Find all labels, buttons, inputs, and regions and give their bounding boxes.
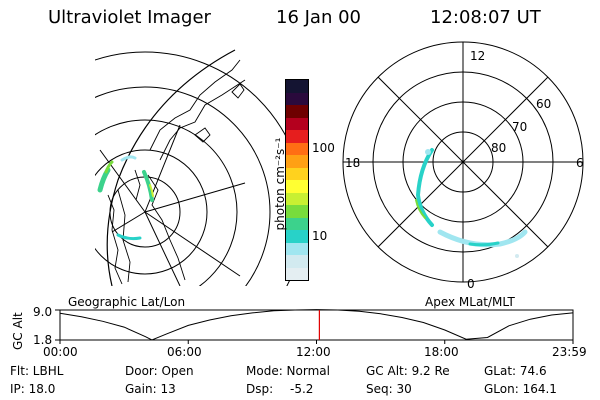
colorbar-swatch-13 — [286, 242, 308, 255]
ip-status: IP: 18.0 — [10, 382, 56, 396]
colorbar-swatch-14 — [286, 255, 308, 268]
aurora-emission-geo — [97, 155, 154, 241]
xtick-label-2359: 23:59 — [552, 345, 587, 359]
dsp-value: -5.2 — [290, 382, 314, 396]
xtick-label-1800: 18:00 — [424, 345, 459, 359]
ytick-label-1-8: 1.8 — [33, 333, 53, 347]
colorbar-swatch-8 — [286, 180, 308, 193]
colorbar — [285, 79, 309, 281]
colorbar-tick-100: 100 — [312, 141, 335, 155]
gc-alt-axis-label: GC Alt — [11, 312, 25, 350]
colorbar-swatch-10 — [286, 205, 308, 218]
xtick-label-1200: 12:00 — [296, 345, 331, 359]
gc-alt-status: GC Alt: 9.2 Re — [366, 364, 450, 378]
mlt-12-label: 12 — [470, 49, 486, 63]
instrument-title: Ultraviolet Imager — [48, 7, 211, 28]
colorbar-swatch-5 — [286, 142, 308, 155]
gain-status: Gain: 13 — [125, 382, 176, 396]
xtick-label-0000: 00:00 — [43, 345, 78, 359]
door-status: Door: Open — [125, 364, 194, 378]
colorbar-swatch-9 — [286, 192, 308, 205]
mlat-70-label: 70 — [512, 120, 528, 134]
colorbar-tick-10: 10 — [312, 229, 328, 243]
right-panel-label: Apex MLat/MLT — [425, 295, 515, 309]
mlat-80-label: 80 — [491, 141, 507, 155]
colorbar-swatch-11 — [286, 217, 308, 230]
mlat-60-label: 60 — [536, 97, 552, 111]
colorbar-swatch-2 — [286, 105, 308, 118]
aurora-emission-polar — [415, 148, 528, 258]
left-panel-label: Geographic Lat/Lon — [68, 295, 186, 309]
mode-status: Mode: Normal — [246, 364, 330, 378]
mlt-6-label: 6 — [576, 156, 584, 170]
xtick-label-0600: 06:00 — [167, 345, 202, 359]
colorbar-swatch-12 — [286, 230, 308, 243]
colorbar-swatch-4 — [286, 130, 308, 143]
filter-status: Flt: LBHL — [10, 364, 64, 378]
timeline-frame — [59, 309, 574, 341]
colorbar-swatch-15 — [286, 267, 308, 280]
colorbar-swatch-7 — [286, 167, 308, 180]
colorbar-swatch-3 — [286, 117, 308, 130]
glon-status: GLon: 164.1 — [484, 382, 557, 396]
mlt-18-label: 18 — [345, 156, 361, 170]
colorbar-swatch-0 — [286, 80, 308, 93]
dsp-label: Dsp: — [246, 382, 274, 396]
colorbar-swatch-1 — [286, 92, 308, 105]
colorbar-swatch-6 — [286, 155, 308, 168]
mlt-0-label: 0 — [467, 277, 475, 291]
date-label: 16 Jan 00 — [276, 7, 361, 28]
time-label: 12:08:07 UT — [430, 7, 541, 28]
ytick-label-9: 9.0 — [33, 305, 53, 319]
glat-status: GLat: 74.6 — [484, 364, 547, 378]
seq-status: Seq: 30 — [366, 382, 412, 396]
gc-alt-curve — [59, 309, 573, 341]
